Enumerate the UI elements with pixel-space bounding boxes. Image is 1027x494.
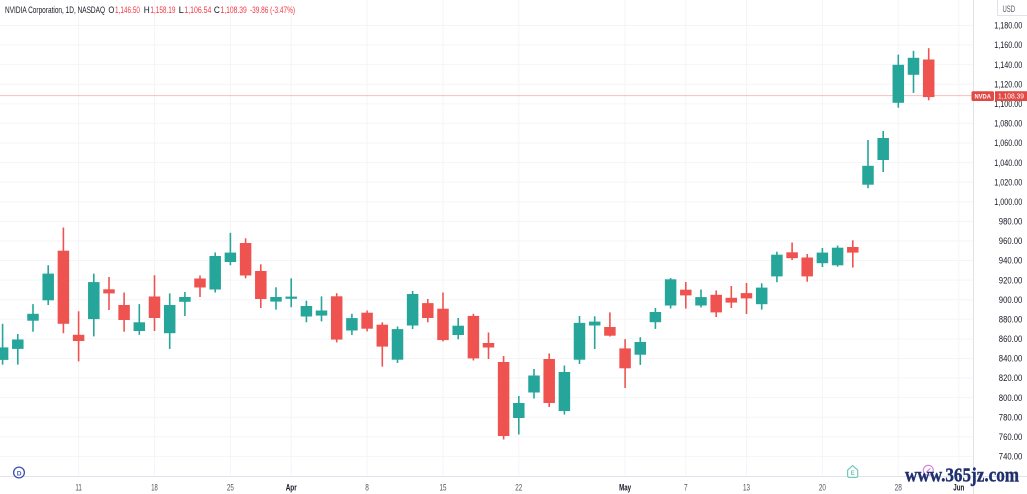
svg-text:7: 7 [684, 483, 688, 493]
svg-text:13: 13 [743, 483, 750, 493]
svg-text:18: 18 [151, 483, 158, 493]
svg-text:NVIDIA Corporation, 1D, NASDAQ: NVIDIA Corporation, 1D, NASDAQ [5, 5, 105, 15]
svg-text:Jun: Jun [953, 483, 964, 493]
svg-text:760.00: 760.00 [999, 432, 1023, 442]
svg-text:1,000.00: 1,000.00 [994, 197, 1022, 207]
svg-text:1,160.00: 1,160.00 [994, 40, 1022, 50]
svg-text:920.00: 920.00 [999, 275, 1023, 285]
svg-text:25: 25 [227, 483, 234, 493]
svg-text:15: 15 [440, 483, 447, 493]
svg-text:1,108.39: 1,108.39 [998, 92, 1024, 101]
svg-text:11: 11 [75, 483, 82, 493]
svg-text:1,120.00: 1,120.00 [994, 79, 1022, 89]
svg-text:1,108.39: 1,108.39 [221, 5, 247, 15]
svg-text:1,158.19: 1,158.19 [150, 5, 175, 15]
svg-text:880.00: 880.00 [999, 314, 1023, 324]
svg-text:Apr: Apr [286, 483, 297, 493]
svg-text:L: L [179, 5, 184, 15]
svg-text:1,040.00: 1,040.00 [994, 158, 1022, 168]
svg-text:1,060.00: 1,060.00 [994, 138, 1022, 148]
svg-text:780.00: 780.00 [999, 412, 1023, 422]
svg-text:1,180.00: 1,180.00 [994, 21, 1022, 31]
svg-text:22: 22 [515, 483, 522, 493]
svg-text:USD: USD [1003, 4, 1016, 14]
svg-text:1,100.00: 1,100.00 [994, 99, 1022, 109]
svg-text:NVDA: NVDA [975, 94, 992, 101]
svg-text:900.00: 900.00 [999, 295, 1023, 305]
svg-text:1,106.54: 1,106.54 [184, 5, 211, 15]
svg-text:1,020.00: 1,020.00 [994, 177, 1022, 187]
svg-text:940.00: 940.00 [999, 256, 1023, 266]
svg-text:28: 28 [895, 483, 902, 493]
svg-text:C: C [214, 5, 220, 15]
svg-text:1,146.50: 1,146.50 [115, 5, 140, 15]
svg-text:E: E [851, 470, 856, 477]
svg-text:D: D [17, 471, 22, 478]
svg-text:www.365jz.com: www.365jz.com [905, 465, 1019, 487]
svg-text:740.00: 740.00 [999, 452, 1023, 462]
svg-text:H: H [144, 5, 150, 15]
svg-text:840.00: 840.00 [999, 354, 1023, 364]
svg-text:-39.86 (-3.47%): -39.86 (-3.47%) [250, 5, 295, 15]
svg-text:20: 20 [819, 483, 826, 493]
svg-text:O: O [108, 5, 114, 15]
svg-text:960.00: 960.00 [999, 236, 1023, 246]
svg-text:May: May [619, 483, 632, 493]
svg-text:8: 8 [365, 483, 369, 493]
svg-text:800.00: 800.00 [999, 393, 1023, 403]
svg-text:860.00: 860.00 [999, 334, 1023, 344]
svg-text:1,140.00: 1,140.00 [994, 60, 1022, 70]
svg-text:980.00: 980.00 [999, 217, 1023, 227]
svg-text:1,080.00: 1,080.00 [994, 119, 1022, 129]
svg-text:820.00: 820.00 [999, 373, 1023, 383]
